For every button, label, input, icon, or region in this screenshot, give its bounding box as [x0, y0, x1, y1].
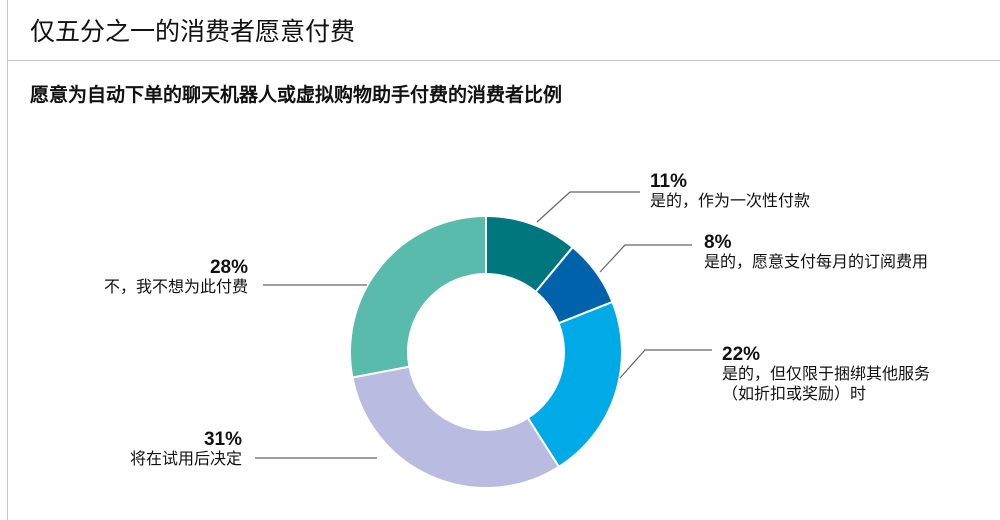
- slice-2-percent: 22%: [722, 344, 761, 365]
- slice-3: [351, 365, 561, 489]
- slice-1-text: 是的，愿意支付每月的订阅费用: [704, 254, 929, 271]
- slice-2-text: 是的，但仅限于捆绑其他服务: [722, 366, 931, 383]
- label-slice-1: 8% 是的，愿意支付每月的订阅费用: [704, 233, 928, 273]
- label-slice-2: 22% 是的，但仅限于捆绑其他服务 （如折扣或奖励）时: [722, 345, 930, 405]
- header-divider: [7, 60, 1000, 61]
- slice-0-percent: 11%: [650, 171, 687, 192]
- leader-line-slice-0: [536, 191, 640, 223]
- slice-3-percent: 31%: [203, 429, 242, 450]
- left-border: [7, 0, 8, 520]
- slice-2-text-2: （如折扣或奖励）时: [722, 386, 867, 403]
- slice-1-percent: 8%: [704, 232, 732, 253]
- slice-4: [349, 214, 487, 379]
- slice-4-percent: 28%: [209, 257, 248, 278]
- slice-3-text: 将在试用后决定: [129, 451, 242, 468]
- label-slice-3: 31% 将在试用后决定: [130, 430, 242, 470]
- label-slice-0: 11% 是的，作为一次性付款: [650, 172, 810, 212]
- page-title: 仅五分之一的消费者愿意付费: [30, 18, 356, 46]
- slice-0-text: 是的，作为一次性付款: [650, 193, 811, 210]
- label-slice-4: 28% 不，我不想为此付费: [104, 258, 248, 298]
- slice-2: [526, 300, 623, 469]
- chart-title: 愿意为自动下单的聊天机器人或虚拟购物助手付费的消费者比例: [30, 85, 563, 106]
- leader-line-slice-2: [619, 349, 712, 379]
- slice-4-text: 不，我不想为此付费: [103, 279, 248, 296]
- leader-line-slice-1: [599, 244, 692, 273]
